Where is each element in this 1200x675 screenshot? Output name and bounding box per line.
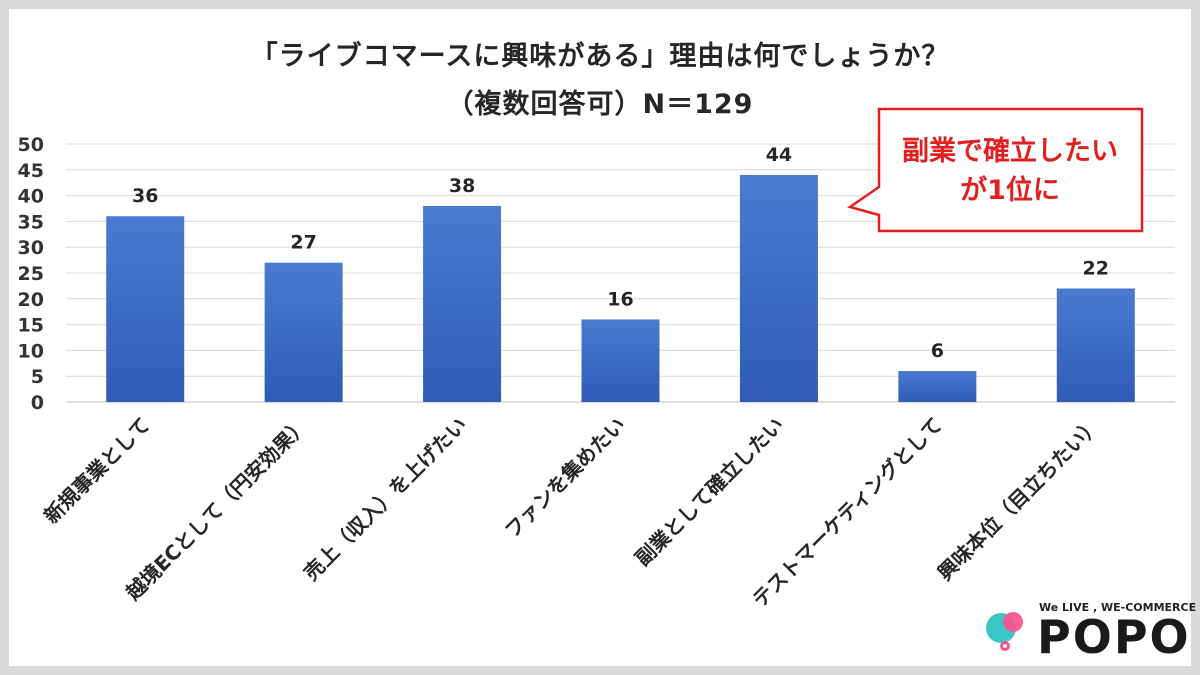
logo-wordmark: POPO [1037, 610, 1191, 664]
callout-line-1: 副業で確立したい [902, 135, 1118, 167]
bar [1056, 288, 1135, 402]
logo-mark-pink [1003, 612, 1023, 632]
bar [581, 319, 660, 402]
x-category-label: 越境ECとして（円安効果） [120, 413, 313, 606]
callout-line-2: が1位に [960, 174, 1060, 206]
data-label: 38 [449, 175, 475, 197]
y-tick-label: 45 [18, 160, 44, 182]
logo-tagline: We LIVE , WE-COMMERCE [1039, 601, 1196, 614]
x-category-label: 新規事業として [39, 413, 155, 529]
y-axis-ticks: 0 5 10 15 20 25 30 35 40 45 50 [18, 134, 44, 414]
data-label: 27 [290, 232, 316, 254]
bar [106, 216, 185, 402]
x-category-label: テストマーケティングとして [748, 413, 947, 612]
category-labels: 新規事業として越境ECとして（円安効果）売上（収入）を上げたい ファンを集めたい副… [39, 413, 1105, 612]
bar [739, 174, 818, 402]
bar [423, 205, 502, 402]
bars [106, 174, 1135, 402]
y-tick-label: 30 [18, 237, 44, 259]
logo-mark-dot-inner [1003, 644, 1007, 648]
bar [264, 262, 343, 402]
y-tick-label: 0 [31, 392, 44, 414]
chart-title: 「ライブコマースに興味がある」理由は何でしょうか？ [250, 41, 950, 72]
data-label: 6 [931, 340, 944, 362]
data-label: 22 [1083, 257, 1109, 279]
x-category-label: 興味本位（目立ちたい） [933, 413, 1106, 586]
data-label: 16 [607, 288, 633, 310]
y-tick-label: 25 [18, 263, 44, 285]
x-category-label: ファンを集めたい [500, 413, 630, 543]
y-tick-label: 50 [18, 134, 44, 156]
popo-logo: We LIVE , WE-COMMERCE POPO [986, 601, 1196, 664]
y-tick-label: 20 [18, 289, 44, 311]
x-category-label: 副業として確立したい [630, 413, 788, 571]
y-tick-label: 35 [18, 211, 44, 233]
y-tick-label: 5 [31, 366, 44, 388]
callout-box [847, 107, 1144, 233]
bar [898, 371, 977, 402]
y-tick-label: 40 [18, 186, 44, 208]
y-tick-label: 15 [18, 315, 44, 337]
y-tick-label: 10 [18, 340, 44, 362]
data-label: 44 [766, 144, 792, 166]
value-labels: 36 27 38 16 44 6 22 [132, 144, 1109, 362]
annotation-callout: 副業で確立したい が1位に [847, 107, 1144, 233]
x-category-label: 売上（収入）を上げたい [299, 413, 472, 586]
chart-subtitle: （複数回答可）N＝129 [446, 89, 754, 120]
data-label: 36 [132, 185, 158, 207]
